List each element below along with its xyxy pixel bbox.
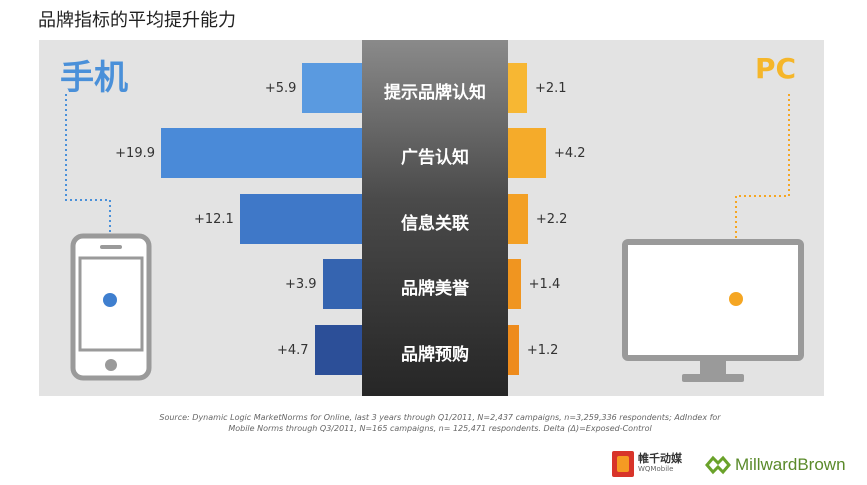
- pc-label: PC: [755, 52, 797, 85]
- pc-value-label: +2.1: [535, 81, 567, 96]
- pc-bar: [508, 259, 521, 309]
- pc-bar: [508, 63, 527, 113]
- mobile-value-label: +12.1: [193, 212, 234, 227]
- wqmobile-logo-en: WQMobile: [638, 465, 674, 473]
- mobile-value-label: +19.9: [115, 146, 155, 161]
- pc-bar: [508, 194, 528, 244]
- pc-value-label: +1.4: [528, 277, 561, 292]
- mobile-label: 手机: [60, 58, 128, 98]
- pc-bar: [508, 325, 519, 375]
- category-column: [362, 40, 508, 396]
- category-label: 信息关联: [401, 214, 469, 234]
- category-label: 广告认知: [401, 148, 469, 168]
- pc-bar: [508, 128, 546, 178]
- wqmobile-logo: 帷千动媒 WQMobile: [612, 451, 682, 477]
- pc-value-label: +4.2: [554, 146, 586, 161]
- category-label: 提示品牌认知: [384, 83, 486, 103]
- pc-value-label: +1.2: [526, 343, 559, 358]
- category-label: 品牌预购: [401, 345, 469, 365]
- mobile-bar: [161, 128, 362, 178]
- mobile-value-label: +3.9: [285, 277, 317, 292]
- mobile-bar: [239, 194, 362, 244]
- mobile-bar: [314, 325, 362, 375]
- source-line-1: Source: Dynamic Logic MarketNorms for On…: [159, 413, 721, 422]
- mobile-bar: [302, 63, 362, 113]
- mobile-bar: [322, 259, 362, 309]
- mobile-value-label: +5.9: [264, 81, 297, 96]
- millwardbrown-logo-icon: [705, 455, 731, 475]
- mobile-value-label: +4.7: [276, 343, 309, 358]
- source-note: Source: Dynamic Logic MarketNorms for On…: [100, 412, 780, 434]
- pc-value-label: +2.2: [535, 212, 568, 227]
- millwardbrown-logo: MillwardBrown: [705, 454, 846, 476]
- source-line-2: Mobile Norms through Q3/2011, N=165 camp…: [228, 424, 652, 433]
- wqmobile-logo-icon: [612, 451, 634, 477]
- wqmobile-logo-cn: 帷千动媒: [638, 452, 682, 465]
- millwardbrown-logo-text: MillwardBrown: [735, 455, 846, 474]
- category-label: 品牌美誉: [401, 279, 469, 299]
- page-title: 品牌指标的平均提升能力: [38, 10, 236, 31]
